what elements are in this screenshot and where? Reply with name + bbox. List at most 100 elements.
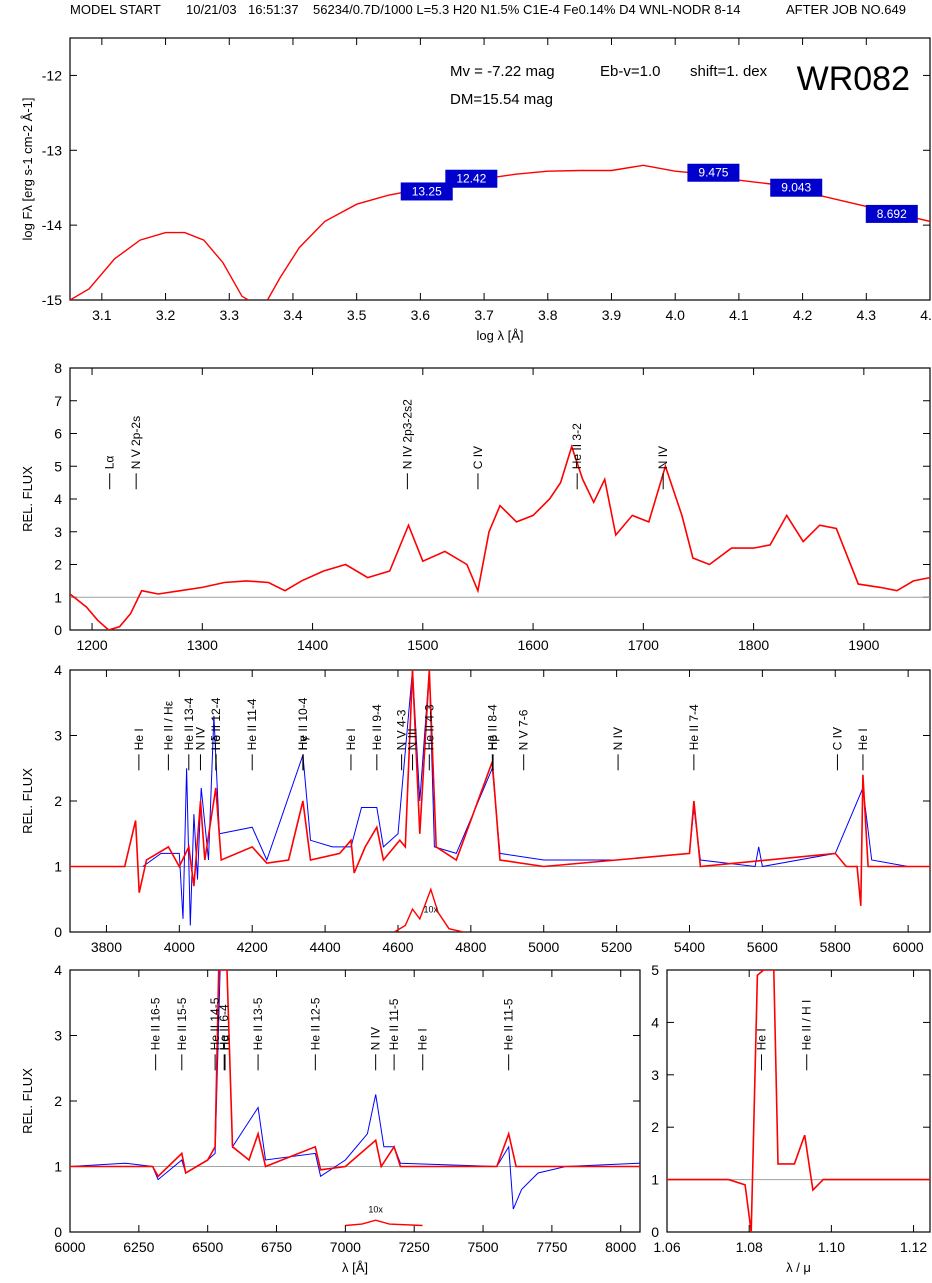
x-tick-label: 1.08 — [736, 1239, 763, 1255]
y-tick-label: 0 — [54, 1224, 62, 1240]
mv-text: Mv = -7.22 mag — [450, 63, 555, 80]
model-uv-curve — [70, 231, 249, 300]
y-tick-label: 1 — [54, 589, 62, 605]
x-tick-label: 5800 — [820, 939, 851, 955]
line-id-label: He II / Hε — [161, 700, 175, 750]
model-time: 16:51:37 — [248, 2, 299, 17]
x-tick-label: 6250 — [123, 1239, 154, 1255]
x-tick-label: 4.4 — [920, 307, 932, 323]
photometry-box — [687, 163, 740, 182]
photometry-label: 13.25 — [412, 184, 442, 198]
y-tick-label: -13 — [42, 142, 62, 158]
model-spectrum — [70, 443, 930, 630]
line-id-label: N III — [406, 728, 420, 750]
x-tick-label: 4400 — [310, 939, 341, 955]
line-id-label: N IV — [369, 1027, 383, 1050]
x-tick-label: 3.5 — [347, 307, 367, 323]
x-tick-label: 4800 — [455, 939, 486, 955]
inset-scale-note: 10x — [424, 904, 439, 914]
x-tick-label: 7500 — [467, 1239, 498, 1255]
x-tick-label: 1.10 — [818, 1239, 845, 1255]
panel-ir: 1.06 1.08 1.10 1.12 0 1 2 3 4 5 λ / μ He I He II / H… — [651, 962, 931, 1275]
photometry-box — [865, 204, 918, 223]
x-tick-label: 4200 — [237, 939, 268, 955]
model-params: 56234/0.7D/1000 L=5.3 H20 N1.5% C1E-4 Fe… — [313, 2, 741, 17]
line-id-label: Hγ — [296, 736, 310, 751]
x-axis-label: λ [Å] — [342, 1260, 368, 1275]
x-axis-label: λ / μ — [786, 1260, 811, 1275]
y-tick-label: 1 — [54, 1159, 62, 1175]
y-tick-label: 3 — [54, 524, 62, 540]
y-tick-label: -15 — [42, 292, 62, 308]
x-tick-label: 1.12 — [900, 1239, 927, 1255]
x-tick-label: 3800 — [91, 939, 122, 955]
line-id-label: Hβ — [486, 735, 500, 751]
model-main-curve — [266, 164, 930, 300]
plot-area — [70, 443, 930, 630]
y-axis-label: REL. FLUX — [20, 768, 35, 834]
line-id-label: He II 8-4 — [485, 704, 499, 750]
x-tick-label: 3.3 — [220, 307, 240, 323]
line-id-label: He II 11-5 — [502, 998, 516, 1050]
line-id-label: He I — [416, 1028, 430, 1050]
photometry-label: 9.475 — [698, 166, 728, 180]
line-id-label: N IV — [193, 727, 207, 750]
x-tick-label: 4.3 — [857, 307, 877, 323]
plot-frame — [69, 669, 931, 933]
model-spectrum — [70, 670, 930, 906]
plot-frame — [666, 969, 931, 1233]
line-id-label: He II 13-5 — [251, 997, 265, 1050]
y-tick-label: 4 — [651, 1014, 659, 1030]
x-tick-label: 8000 — [605, 1239, 636, 1255]
line-id-label: N V 7-6 — [517, 709, 531, 750]
inset-spectrum — [393, 887, 464, 932]
line-id-label: Hα — [218, 1035, 232, 1051]
shift-text: shift=1. dex — [690, 63, 768, 80]
plot-area: 10x — [70, 970, 640, 1227]
y-tick-label: 5 — [54, 458, 62, 474]
x-tick-label: 1900 — [848, 637, 879, 653]
x-tick-label: 6000 — [54, 1239, 85, 1255]
line-id-label: He I — [856, 728, 870, 750]
x-tick-label: 6750 — [261, 1239, 292, 1255]
x-tick-label: 3.1 — [92, 307, 112, 323]
x-tick-label: 5600 — [747, 939, 778, 955]
y-axis-label: REL. FLUX — [20, 466, 35, 532]
header: MODEL START 10/21/03 16:51:37 56234/0.7D… — [0, 0, 932, 20]
y-tick-label: 3 — [651, 1067, 659, 1083]
x-tick-label: 7750 — [536, 1239, 567, 1255]
x-tick-label: 7000 — [330, 1239, 361, 1255]
line-id-label: He II 3-2 — [570, 423, 584, 469]
x-tick-label: 3.7 — [474, 307, 494, 323]
photometry-label: 9.043 — [781, 181, 811, 195]
job-number: AFTER JOB NO.649 — [786, 2, 906, 17]
x-tick-label: 1400 — [297, 637, 328, 653]
line-id-label: He I — [344, 728, 358, 750]
plot-frame — [69, 367, 931, 631]
x-tick-label: 4600 — [382, 939, 413, 955]
y-tick-label: 4 — [54, 962, 62, 978]
x-tick-label: 1700 — [628, 637, 659, 653]
panel-optical: 3800 4000 4200 4400 4600 4800 5000 5200 5400 5600… — [20, 662, 931, 955]
y-tick-label: 2 — [54, 557, 62, 573]
line-id-label: He II 12-5 — [308, 997, 322, 1050]
x-tick-label: 3.6 — [411, 307, 431, 323]
model-date: 10/21/03 — [186, 2, 237, 17]
x-tick-label: 5200 — [601, 939, 632, 955]
x-tick-label: 1600 — [517, 637, 548, 653]
x-tick-label: 6000 — [893, 939, 924, 955]
line-id-label: He II 9-4 — [370, 704, 384, 750]
inset-scale-note: 10x — [368, 1204, 383, 1214]
photometry-box — [400, 182, 453, 201]
x-tick-label: 1800 — [738, 637, 769, 653]
y-tick-label: 0 — [54, 924, 62, 940]
model-spectrum — [70, 970, 640, 1178]
star-name: WR082 — [797, 60, 910, 98]
line-id-label: He II 16-5 — [149, 997, 163, 1050]
plot-area — [667, 970, 930, 1232]
x-tick-label: 4.2 — [793, 307, 813, 323]
photometry-label: 12.42 — [456, 172, 486, 186]
x-tick-label: 5400 — [674, 939, 705, 955]
x-tick-label: 6500 — [192, 1239, 223, 1255]
